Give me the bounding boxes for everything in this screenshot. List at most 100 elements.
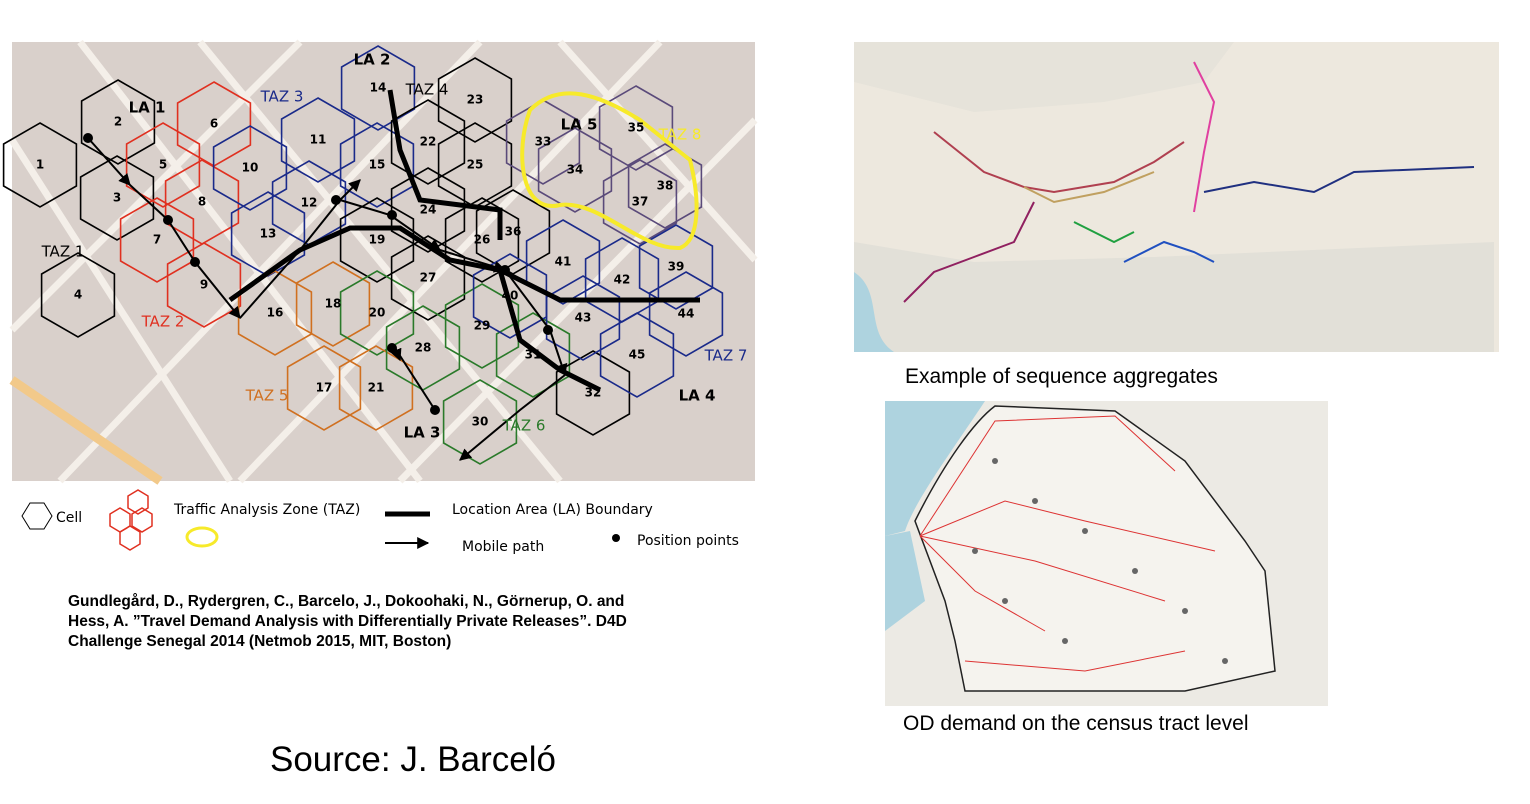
cell-hexagon xyxy=(505,99,581,185)
cell-number: 9 xyxy=(200,278,208,292)
cell-hexagon xyxy=(599,312,675,398)
legend-point xyxy=(612,534,620,542)
la-label: LA 1 xyxy=(129,99,166,117)
cell-hexagon xyxy=(40,252,116,338)
cell-number: 22 xyxy=(420,135,437,149)
cell-number: 21 xyxy=(368,381,385,395)
cell-number: 39 xyxy=(668,260,685,274)
cell-hexagon xyxy=(545,275,621,361)
cell-hexagon xyxy=(338,345,414,431)
legend-text: Location Area (LA) Boundary xyxy=(452,502,653,518)
legend-text: Cell xyxy=(56,510,82,526)
taz-label: TAZ 6 xyxy=(502,417,546,435)
la-boundary xyxy=(497,269,602,393)
cell-hexagon xyxy=(598,85,674,171)
citation-line: Gundlegård, D., Rydergren, C., Barcelo, … xyxy=(68,593,625,610)
cell-number: 45 xyxy=(629,348,646,362)
cell-number: 25 xyxy=(467,158,484,172)
cell-number: 44 xyxy=(678,307,695,321)
la-label: LA 4 xyxy=(679,387,716,405)
barcelona-map: 1234567891011121314151617181920212223242… xyxy=(2,39,758,555)
cell-hexagon xyxy=(166,242,242,328)
taz-8-outline xyxy=(520,91,699,251)
cell-number: 18 xyxy=(325,297,342,311)
cell-number: 27 xyxy=(420,271,437,285)
taz-label: TAZ 3 xyxy=(260,88,304,106)
cell-number: 5 xyxy=(159,158,167,172)
avenue xyxy=(9,376,163,485)
cell-number: 35 xyxy=(628,121,645,135)
cell-hexagon xyxy=(525,219,601,305)
cell-number: 28 xyxy=(415,341,432,355)
cell-number: 14 xyxy=(370,81,387,95)
legend-taz-outline xyxy=(185,526,219,548)
cell-number: 32 xyxy=(585,386,602,400)
la-label: LA 3 xyxy=(404,424,441,442)
cell-hexagon xyxy=(79,155,155,241)
cell-hexagon xyxy=(627,143,703,229)
cell-hexagon xyxy=(80,79,156,165)
cell-number: 31 xyxy=(525,348,542,362)
cell-number: 4 xyxy=(74,288,82,302)
cell-number: 16 xyxy=(267,306,284,320)
cell-number: 11 xyxy=(310,133,327,147)
cell-number: 10 xyxy=(242,161,259,175)
la-label: LA 5 xyxy=(561,116,598,134)
cell-hexagon xyxy=(2,122,78,208)
cell-number: 19 xyxy=(369,233,386,247)
position-points xyxy=(83,133,553,415)
legend-text: Mobile path xyxy=(462,539,544,555)
source: Source: J. Barceló xyxy=(270,740,556,779)
cell-number: 37 xyxy=(632,195,649,209)
cell-number: 13 xyxy=(260,227,277,241)
cell-number: 42 xyxy=(614,273,631,287)
cell-number: 3 xyxy=(113,191,121,205)
citation-line: Hess, A. ”Travel Demand Analysis with Di… xyxy=(68,613,627,630)
taz-label: TAZ 2 xyxy=(141,313,185,331)
cell-number: 38 xyxy=(657,179,674,193)
cell-hexagon xyxy=(390,167,466,253)
cell-number: 34 xyxy=(567,163,584,177)
cell-hexagon xyxy=(638,224,714,310)
cell-number: 23 xyxy=(467,93,484,107)
legend-text: Traffic Analysis Zone (TAZ) xyxy=(173,502,360,518)
la-label: LA 2 xyxy=(354,51,391,69)
citation-line: Challenge Senegal 2014 (Netmob 2015, MIT… xyxy=(68,633,452,650)
cell-number: 30 xyxy=(472,415,489,429)
cell-hexagon xyxy=(537,127,613,213)
cell-hexagon xyxy=(119,197,195,283)
mobile-path xyxy=(87,137,568,461)
cell-hexagon xyxy=(602,159,678,245)
legend-text: Position points xyxy=(637,533,739,549)
cell-hexagon xyxy=(295,261,371,347)
cell-hexagon xyxy=(230,191,306,277)
cell-number: 36 xyxy=(505,225,522,239)
cell-hexagon xyxy=(340,45,416,131)
cell-number: 7 xyxy=(153,233,161,247)
cell-number: 8 xyxy=(198,195,206,209)
cell-hexagon xyxy=(444,197,520,283)
cell-number: 6 xyxy=(210,117,218,131)
cell-hexagon xyxy=(339,197,415,283)
cell-hexagon xyxy=(125,122,201,208)
cell-number: 15 xyxy=(369,158,386,172)
cell-number: 40 xyxy=(502,289,519,303)
cell-hexagon xyxy=(437,57,513,143)
caption: Example of sequence aggregates xyxy=(905,365,1218,388)
senegal-sequence-map xyxy=(854,42,1499,352)
citation: Gundlegård, D., Rydergren, C., Barcelo, … xyxy=(68,592,627,652)
cell-hexagon xyxy=(444,283,520,369)
taz-label: TAZ 5 xyxy=(245,387,289,405)
cell-number: 43 xyxy=(575,311,592,325)
cell-hexagon xyxy=(280,97,356,183)
taz-label: TAZ 4 xyxy=(405,81,449,99)
cell-number: 20 xyxy=(369,306,386,320)
cell-number: 24 xyxy=(420,203,437,217)
cell-hexagon xyxy=(648,271,724,357)
cell-hexagon xyxy=(442,379,518,465)
cell-hexagon xyxy=(339,122,415,208)
taz-label: TAZ 7 xyxy=(704,347,748,365)
cell-hexagon xyxy=(286,345,362,431)
taz-label: TAZ 8 xyxy=(658,126,702,144)
